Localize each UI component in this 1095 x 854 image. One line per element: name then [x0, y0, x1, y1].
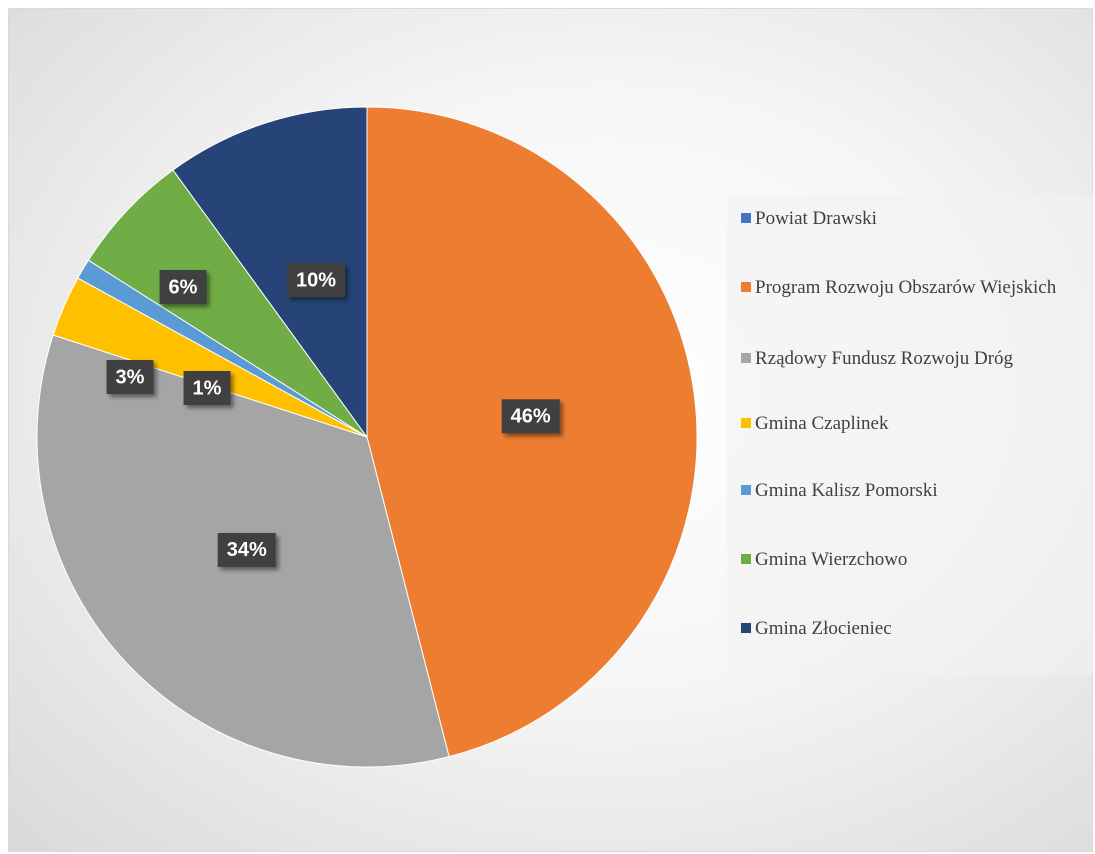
data-label: 46%: [501, 399, 560, 434]
data-label: 34%: [217, 532, 276, 567]
data-label-text: 10%: [296, 269, 336, 291]
data-label-box: [183, 371, 231, 405]
pie-slice: [87, 169, 368, 438]
legend-entry: Gmina Wierzchowo: [741, 546, 1095, 573]
data-label-text: 3%: [116, 366, 145, 388]
legend-label: Powiat Drawski: [755, 208, 877, 229]
legend-label: Rządowy Fundusz Rozwoju Dróg: [755, 348, 1014, 369]
legend-swatch: [741, 282, 751, 292]
data-label: 6%: [159, 270, 207, 304]
legend: Powiat Drawski Program Rozwoju Obszarów W…: [727, 195, 1093, 675]
legend-swatch: [741, 485, 751, 495]
data-label: 10%: [286, 263, 346, 298]
legend-label: Program Rozwoju Obszarów Wiejskich: [755, 277, 1057, 298]
data-label-text: 34%: [227, 539, 267, 561]
legend-entry: Gmina Kalisz Pomorski: [741, 477, 1095, 504]
data-label-text: 6%: [169, 276, 198, 298]
data-label-text: 1%: [193, 377, 222, 399]
legend-entry: Gmina Czaplinek: [741, 410, 1095, 437]
data-label-box: [106, 360, 154, 394]
legend-label: Gmina Złocieniec: [755, 618, 892, 639]
legend-entry: Gmina Złocieniec: [741, 615, 1095, 642]
data-label-box: [217, 532, 276, 567]
legend-swatch: [741, 213, 751, 223]
data-label: 3%: [106, 360, 154, 394]
data-label-box: [286, 263, 346, 298]
data-label-box: [501, 399, 560, 434]
data-label-text: 46%: [511, 406, 551, 428]
legend-swatch: [741, 554, 751, 564]
data-label-box: [159, 270, 207, 304]
data-label: 1%: [183, 371, 231, 405]
legend-label: Gmina Czaplinek: [755, 413, 889, 434]
pie-slice: [172, 106, 368, 439]
legend-entry: Rządowy Fundusz Rozwoju Dróg: [741, 345, 1095, 372]
legend-label: Gmina Wierzchowo: [755, 549, 908, 570]
legend-swatch: [741, 353, 751, 363]
legend-entry: Powiat Drawski: [741, 205, 1095, 232]
legend-label: Gmina Kalisz Pomorski: [755, 480, 938, 501]
legend-swatch: [741, 623, 751, 633]
legend-entry: Program Rozwoju Obszarów Wiejskich: [741, 274, 1095, 301]
legend-swatch: [741, 418, 751, 428]
